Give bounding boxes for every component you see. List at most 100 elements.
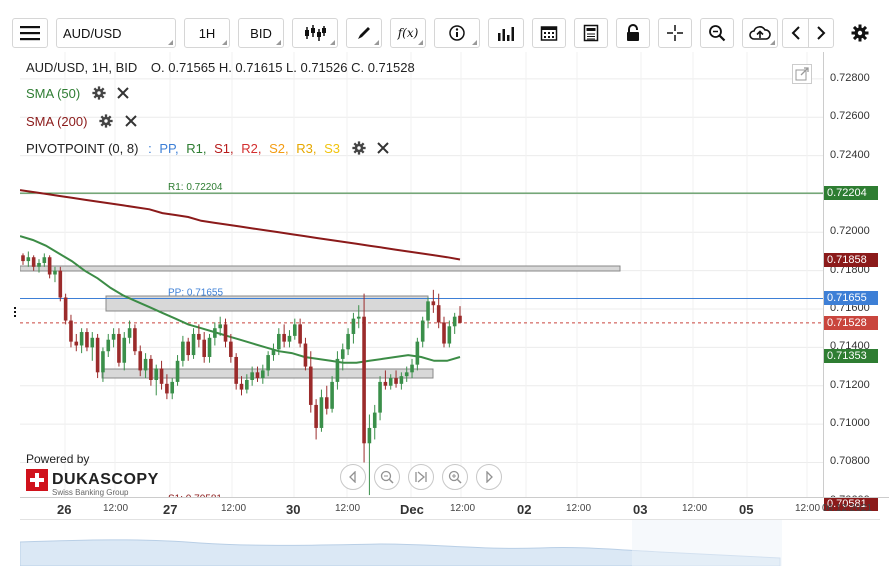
pivot-close-icon[interactable]: [377, 142, 389, 157]
time-tick-label: 12:00: [682, 503, 708, 514]
candle: [378, 376, 382, 421]
candle: [255, 366, 260, 382]
candle-body: [223, 324, 228, 342]
candle: [415, 337, 420, 371]
candle: [133, 324, 137, 356]
time-tick-label: 12:00: [335, 503, 361, 514]
candle: [362, 293, 366, 463]
candle: [452, 312, 457, 334]
overview-navigator[interactable]: [19, 519, 880, 567]
chart-canvas[interactable]: R1: 0.72204 PP: 0.71655 S1: 0.70581: [20, 52, 823, 497]
level-label-s1: S1: 0.70581: [168, 493, 222, 497]
candle: [319, 389, 324, 432]
candle: [191, 328, 196, 359]
candles: [21, 251, 462, 496]
candle-body: [106, 339, 111, 352]
candle-body: [42, 257, 47, 263]
candle-body: [207, 337, 212, 357]
zoom-icon[interactable]: [700, 18, 734, 48]
settings-gear-icon[interactable]: [844, 18, 876, 48]
sma200-close-icon[interactable]: [124, 115, 137, 130]
resistance-box-top: [20, 265, 621, 272]
candle-body: [266, 355, 270, 371]
overview-chart[interactable]: [19, 520, 880, 567]
candle: [287, 330, 292, 348]
sma50-label[interactable]: SMA (50): [26, 86, 81, 101]
side-selector[interactable]: BID: [238, 18, 284, 48]
candle-body: [346, 333, 350, 350]
fx-indicators-icon[interactable]: f(x): [390, 18, 426, 48]
candle-body: [79, 332, 84, 346]
chart-area[interactable]: R1: 0.72204 PP: 0.71655 S1: 0.70581 AUD/US…: [20, 52, 823, 497]
volume-bars-icon[interactable]: [488, 18, 524, 48]
candle: [458, 306, 462, 324]
cloud-upload-icon[interactable]: [742, 18, 778, 48]
sma50-settings-gear-icon[interactable]: [92, 86, 106, 103]
candle-body: [277, 333, 281, 350]
sma200-label[interactable]: SMA (200): [26, 114, 88, 129]
time-tick-day: 26: [57, 502, 72, 517]
sma200-settings-gear-icon[interactable]: [99, 114, 113, 131]
fullscreen-icon[interactable]: [792, 64, 812, 84]
candle-body: [255, 372, 260, 379]
candle: [127, 320, 132, 344]
candle-body: [138, 351, 143, 371]
candle: [213, 322, 217, 346]
scroll-right-icon[interactable]: [476, 464, 502, 490]
lock-icon[interactable]: [616, 18, 650, 48]
candle: [85, 328, 89, 352]
candle-body: [245, 379, 249, 390]
price-axis[interactable]: 0.728000.726000.724000.722000.720000.718…: [823, 52, 889, 512]
sma50-close-icon[interactable]: [117, 87, 130, 102]
info-icon[interactable]: [434, 18, 480, 48]
candle: [26, 251, 31, 267]
candle-body: [287, 335, 292, 342]
candle-body: [149, 358, 153, 380]
candle: [314, 399, 318, 440]
candle-body: [95, 337, 100, 373]
legend-sma200: SMA (200): [26, 114, 137, 131]
pivot-r3-label: R3,: [296, 141, 317, 156]
symbol-selector[interactable]: AUD/USD: [56, 18, 176, 48]
candle-body: [452, 316, 457, 327]
crosshair-icon[interactable]: [658, 18, 692, 48]
dukascopy-tagline: Swiss Banking Group: [52, 488, 129, 497]
candle-body: [388, 378, 393, 386]
time-tick-day: 05: [739, 502, 754, 517]
price-tick-label: 0.72800: [830, 71, 870, 84]
candle-body: [170, 381, 175, 394]
candle-body: [186, 341, 191, 356]
dukascopy-name: DUKASCOPY: [52, 471, 159, 488]
candle-body: [458, 315, 462, 323]
side-label: BID: [250, 25, 272, 41]
candle: [159, 360, 164, 390]
timeframe-selector[interactable]: 1H: [184, 18, 230, 48]
scroll-left-icon[interactable]: [340, 464, 366, 490]
chart-legend-title: AUD/USD, 1H, BID O. 0.71565 H. 0.71615 L…: [26, 60, 415, 75]
arrow-left-icon[interactable]: [782, 18, 808, 48]
candle: [271, 343, 276, 361]
candle: [388, 374, 393, 390]
pivot-settings-gear-icon[interactable]: [352, 141, 366, 158]
candle: [367, 414, 372, 496]
draw-pen-icon[interactable]: [346, 18, 382, 48]
candle: [239, 376, 244, 396]
candle-body: [229, 341, 233, 357]
news-icon[interactable]: [574, 18, 608, 48]
swiss-cross-icon: [26, 469, 48, 491]
candlestick-type-icon[interactable]: [292, 18, 338, 48]
candle: [95, 333, 100, 379]
zoom-in-icon[interactable]: [442, 464, 468, 490]
candle: [207, 333, 212, 363]
reset-view-icon[interactable]: [408, 464, 434, 490]
candle-body: [213, 328, 217, 338]
hamburger-menu-icon[interactable]: [12, 18, 48, 48]
arrow-right-icon[interactable]: [808, 18, 834, 48]
pivot-label[interactable]: PIVOTPOINT (0, 8): [26, 141, 139, 156]
pivot-r1-label: R1,: [186, 141, 207, 156]
zoom-out-icon[interactable]: [374, 464, 400, 490]
candle: [261, 364, 265, 384]
price-tick-label: 0.71200: [830, 378, 870, 391]
calendar-icon[interactable]: [532, 18, 566, 48]
time-axis[interactable]: 26 12:00 27 12:00 30 12:00 Dec 12:00 02 12:00 03 12…: [20, 497, 889, 519]
